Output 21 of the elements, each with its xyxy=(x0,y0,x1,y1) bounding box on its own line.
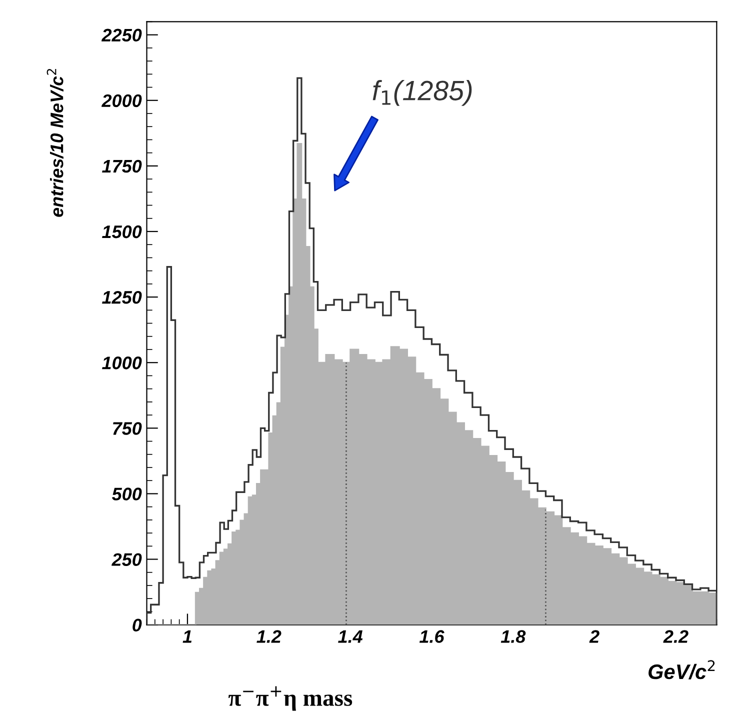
x-tick-label: 1.6 xyxy=(419,630,444,643)
y-tick-label: 1500 xyxy=(102,225,142,238)
y-tick-label: 250 xyxy=(112,553,142,566)
y-tick-label: 1750 xyxy=(102,160,142,173)
x-tick-label: 2.2 xyxy=(663,630,688,643)
y-tick-label: 1000 xyxy=(102,356,142,370)
y-tick-label: 2250 xyxy=(101,28,142,42)
x-tick-label: 1 xyxy=(182,630,192,643)
text: π$^{−}$π$^{+}$η mass xyxy=(228,686,352,711)
y-axis-title: entries/10 MeV/c$^{2}$ xyxy=(46,68,64,217)
y-tick-label: 0 xyxy=(132,618,142,632)
y-tick-label: 1250 xyxy=(102,290,142,304)
y-tick-label: 750 xyxy=(113,422,142,435)
y-tick-label: 500 xyxy=(112,488,142,500)
x-tick-label: 2 xyxy=(589,630,600,643)
annotation: f$_{1}$(1285) xyxy=(372,80,472,106)
x-axis-title: GeV/c$^{2}$ xyxy=(648,660,715,680)
x-tick-label: 1.4 xyxy=(338,630,363,643)
x-tick-label: 1.2 xyxy=(256,630,282,643)
y-tick-label: 2000 xyxy=(101,94,142,108)
x-tick-label: 1.8 xyxy=(500,630,526,643)
